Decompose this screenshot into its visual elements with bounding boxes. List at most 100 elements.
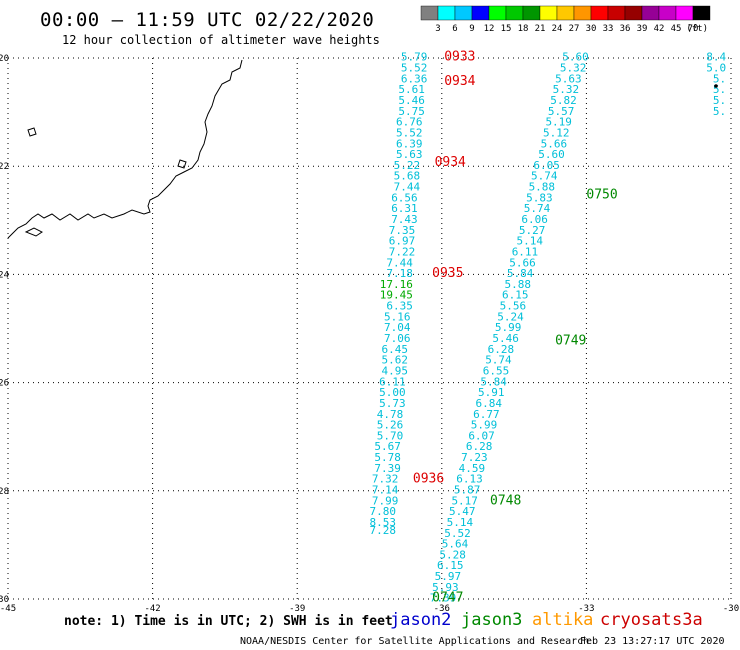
scale-swatch (692, 5, 711, 21)
swh-value: 5.79 (401, 51, 428, 64)
swh-value: 5.74 (531, 170, 558, 183)
swh-value: 5.16 (384, 310, 411, 323)
scale-label: 12 (484, 24, 495, 34)
pass-time-label: 0934 (435, 155, 466, 170)
pass-time-labels: 0933 0934 0934 0935 0749 0750 0936 0748 0747 (413, 50, 618, 606)
swh-value: 7.39 (374, 462, 401, 475)
note-text: note: 1) Time is in UTC; 2) SWH is in fe… (64, 614, 393, 629)
swh-value: 5.61 (398, 83, 425, 96)
swh-value: 5.66 (509, 256, 536, 269)
pass-time-label: 0934 (444, 74, 475, 89)
swh-value: 7.35 (389, 224, 416, 237)
swh-value: 5.22 (394, 159, 421, 172)
scale-unit: (ft) (686, 24, 708, 34)
scale-label: 42 (654, 24, 665, 34)
scale-swatch (505, 5, 524, 21)
scale-label: 3 (435, 24, 440, 34)
pass-time-label: 0935 (432, 266, 463, 281)
point-marker (714, 84, 718, 88)
swh-value: 6.28 (488, 343, 515, 356)
lat-lon-grid (7, 57, 732, 600)
swh-value: 5.87 (454, 484, 481, 497)
swh-value: 7.39 (430, 592, 457, 605)
swh-value: 5.46 (398, 94, 425, 107)
swh-value: 6.97 (389, 235, 416, 248)
swh-value: 5.32 (560, 62, 587, 75)
swh-value: 7.32 (372, 473, 399, 486)
swh-value: 5.60 (562, 51, 589, 64)
scale-label: 24 (552, 24, 563, 34)
scale-swatch (556, 5, 575, 21)
swh-value: 4.59 (459, 462, 486, 475)
x-tick-label: -42 (144, 604, 160, 614)
swh-value: 5.67 (374, 440, 401, 453)
swh-value: 5.56 (500, 300, 527, 313)
x-tick-labels: -45 -42 -39 -36 -33 -30 (0, 604, 739, 614)
swh-value: 5.70 (377, 429, 404, 442)
swh-value: 5. (713, 94, 726, 107)
scale-swatch (573, 5, 592, 21)
swh-value: 7.28 (370, 524, 397, 537)
swh-value: 19.45 (380, 289, 413, 302)
swh-value: 5.97 (435, 570, 462, 583)
swh-value: 5.52 (396, 126, 423, 139)
swh-value: 5.64 (442, 538, 469, 551)
scale-swatch (675, 5, 694, 21)
swh-value: 5.62 (382, 354, 409, 367)
swh-value: 6.84 (476, 397, 503, 410)
swh-value: 6.76 (396, 116, 423, 129)
swh-value: 7.06 (384, 332, 411, 345)
coastline (7, 59, 243, 239)
plot-area (8, 58, 731, 599)
swh-value: 6.55 (483, 364, 510, 377)
pass-time-label: 0748 (490, 493, 521, 508)
scale-label: 45 (671, 24, 682, 34)
scale-label: 30 (586, 24, 597, 34)
scale-swatch (539, 5, 558, 21)
swh-value: 5. (713, 72, 726, 85)
scale-swatch (454, 5, 473, 21)
x-tick-label: -36 (434, 604, 450, 614)
pass-time-label: 0933 (444, 50, 475, 65)
swh-value: 6.11 (512, 245, 539, 258)
x-tick-label: -33 (578, 604, 594, 614)
swh-value: 5.91 (478, 386, 505, 399)
swh-value: 8.53 (370, 516, 397, 529)
swh-value: 5.82 (550, 94, 577, 107)
scale-swatch (488, 5, 507, 21)
swh-value: 7.43 (391, 213, 418, 226)
y-tick-label: -20 (0, 54, 9, 64)
swh-value: 8.4 (706, 51, 726, 64)
swh-value: 6.39 (396, 137, 423, 150)
cryosat-track: 5.795.526.365.615.465.756.765.526.395.63… (370, 51, 428, 537)
swh-value: 6.15 (437, 559, 464, 572)
swh-value: 5.60 (538, 148, 565, 161)
swh-value: 5.19 (545, 116, 572, 129)
satellite-name: cryosat (600, 610, 672, 630)
swh-value: 17.16 (380, 278, 413, 291)
swh-value: 6.35 (386, 300, 413, 313)
pass-time-label: 0749 (555, 334, 586, 349)
swh-value: 5.27 (519, 224, 546, 237)
swh-value: 6.15 (502, 289, 529, 302)
chart-subtitle: 12 hour collection of altimeter wave hei… (62, 33, 380, 47)
swh-value: 7.99 (372, 494, 399, 507)
y-tick-labels: -20 -22 -24 -26 -28 -30 (0, 54, 9, 605)
jason3-track: 5.605.325.635.325.825.575.195.125.665.60… (430, 51, 589, 605)
scale-label: 39 (637, 24, 648, 34)
swh-value: 5.88 (529, 181, 556, 194)
swh-value: 6.06 (521, 213, 548, 226)
swh-value: 5.32 (553, 83, 580, 96)
swh-value: 5.93 (432, 581, 459, 594)
swh-value: 5.73 (379, 397, 406, 410)
swh-value: 5.68 (394, 170, 421, 183)
scale-swatch (607, 5, 626, 21)
swh-value: 6.77 (473, 408, 500, 421)
swh-value: 6.56 (391, 191, 418, 204)
swh-value: 5.46 (492, 332, 519, 345)
swh-value: 5.83 (526, 191, 553, 204)
swh-value: 7.04 (384, 321, 411, 334)
x-tick-label: -39 (289, 604, 305, 614)
swh-value: 7.44 (394, 181, 421, 194)
swh-value: 5.0 (706, 62, 726, 75)
